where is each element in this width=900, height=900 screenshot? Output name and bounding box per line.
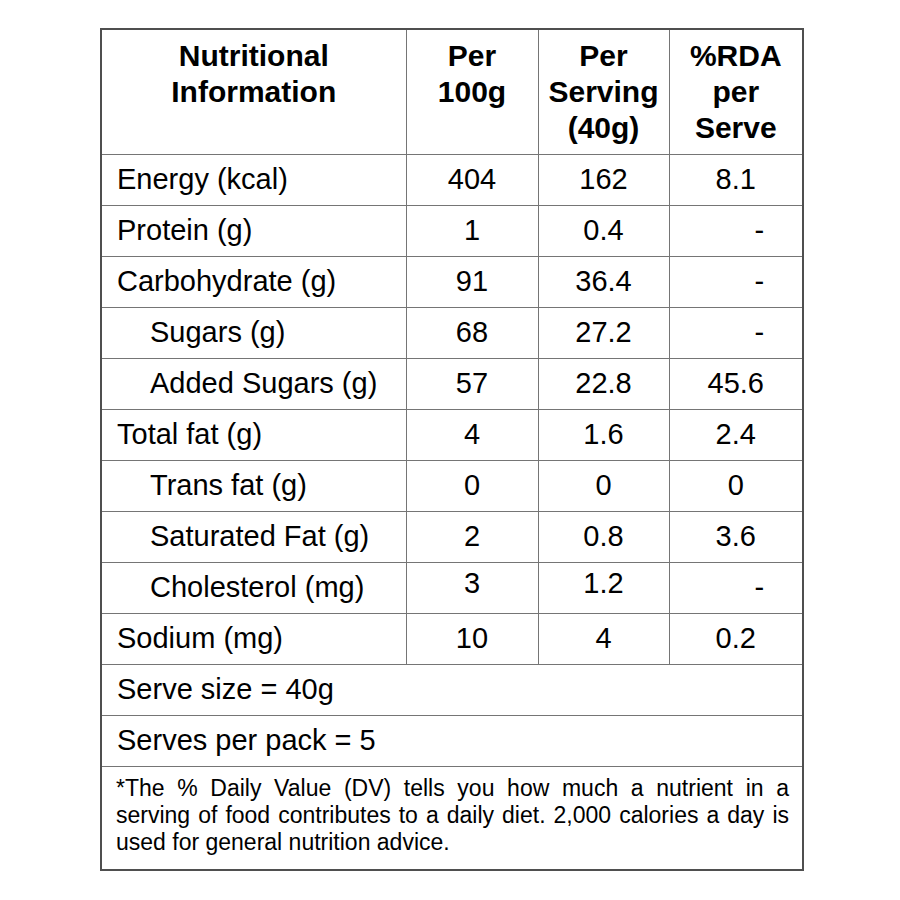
- value-per-serving: 0: [538, 460, 669, 511]
- value-per-100g: 3: [406, 562, 538, 613]
- table-row-carbohydrate: Carbohydrate (g) 91 36.4 -: [101, 256, 803, 307]
- value-rda-per-serve: 0.2: [669, 613, 803, 664]
- row-label: Protein (g): [101, 205, 406, 256]
- value-per-serving: 162: [538, 154, 669, 205]
- value-rda-per-serve: -: [669, 205, 803, 256]
- value-per-serving: 4: [538, 613, 669, 664]
- daily-value-footnote: *The % Daily Value (DV) tells you how mu…: [101, 766, 803, 870]
- row-label: Sugars (g): [101, 307, 406, 358]
- nutrition-label: Nutritional Information Per 100g Per Ser…: [0, 0, 900, 900]
- table-row-sodium: Sodium (mg) 10 4 0.2: [101, 613, 803, 664]
- header-row: Nutritional Information Per 100g Per Ser…: [101, 29, 803, 154]
- header-nutritional-information: Nutritional Information: [101, 29, 406, 154]
- value-rda-per-serve: 45.6: [669, 358, 803, 409]
- value-rda-per-serve: 8.1: [669, 154, 803, 205]
- row-label: Total fat (g): [101, 409, 406, 460]
- row-label: Added Sugars (g): [101, 358, 406, 409]
- value-per-serving: 0.4: [538, 205, 669, 256]
- value-rda-per-serve: 2.4: [669, 409, 803, 460]
- serves-per-pack-row: Serves per pack = 5: [101, 715, 803, 766]
- value-per-serving: 1.2: [538, 562, 669, 613]
- header-rda-per-serve: %RDA per Serve: [669, 29, 803, 154]
- table-row-cholesterol: Cholesterol (mg) 3 1.2 -: [101, 562, 803, 613]
- row-label: Trans fat (g): [101, 460, 406, 511]
- value-per-serving: 22.8: [538, 358, 669, 409]
- table-row-sugars: Sugars (g) 68 27.2 -: [101, 307, 803, 358]
- serve-size-text: Serve size = 40g: [101, 664, 803, 715]
- value-per-100g: 4: [406, 409, 538, 460]
- value-per-serving: 1.6: [538, 409, 669, 460]
- value-per-100g: 0: [406, 460, 538, 511]
- value-rda-per-serve: -: [669, 562, 803, 613]
- table-row-trans-fat: Trans fat (g) 0 0 0: [101, 460, 803, 511]
- row-label: Carbohydrate (g): [101, 256, 406, 307]
- value-rda-per-serve: 0: [669, 460, 803, 511]
- serve-size-row: Serve size = 40g: [101, 664, 803, 715]
- row-label: Saturated Fat (g): [101, 511, 406, 562]
- value-per-100g: 57: [406, 358, 538, 409]
- value-rda-per-serve: 3.6: [669, 511, 803, 562]
- header-per-100g: Per 100g: [406, 29, 538, 154]
- value-per-100g: 91: [406, 256, 538, 307]
- row-label: Cholesterol (mg): [101, 562, 406, 613]
- value-per-serving: 0.8: [538, 511, 669, 562]
- row-label: Energy (kcal): [101, 154, 406, 205]
- header-per-serving: Per Serving (40g): [538, 29, 669, 154]
- row-label: Sodium (mg): [101, 613, 406, 664]
- value-rda-per-serve: -: [669, 307, 803, 358]
- value-per-100g: 404: [406, 154, 538, 205]
- value-per-100g: 1: [406, 205, 538, 256]
- table-row-energy: Energy (kcal) 404 162 8.1: [101, 154, 803, 205]
- value-per-serving: 36.4: [538, 256, 669, 307]
- value-per-serving: 27.2: [538, 307, 669, 358]
- table-row-protein: Protein (g) 1 0.4 -: [101, 205, 803, 256]
- table-row-saturated-fat: Saturated Fat (g) 2 0.8 3.6: [101, 511, 803, 562]
- value-per-100g: 68: [406, 307, 538, 358]
- value-per-100g: 2: [406, 511, 538, 562]
- footnote-row: *The % Daily Value (DV) tells you how mu…: [101, 766, 803, 870]
- nutrition-table: Nutritional Information Per 100g Per Ser…: [100, 28, 804, 871]
- value-per-100g: 10: [406, 613, 538, 664]
- table-row-added-sugars: Added Sugars (g) 57 22.8 45.6: [101, 358, 803, 409]
- table-row-total-fat: Total fat (g) 4 1.6 2.4: [101, 409, 803, 460]
- value-rda-per-serve: -: [669, 256, 803, 307]
- serves-per-pack-text: Serves per pack = 5: [101, 715, 803, 766]
